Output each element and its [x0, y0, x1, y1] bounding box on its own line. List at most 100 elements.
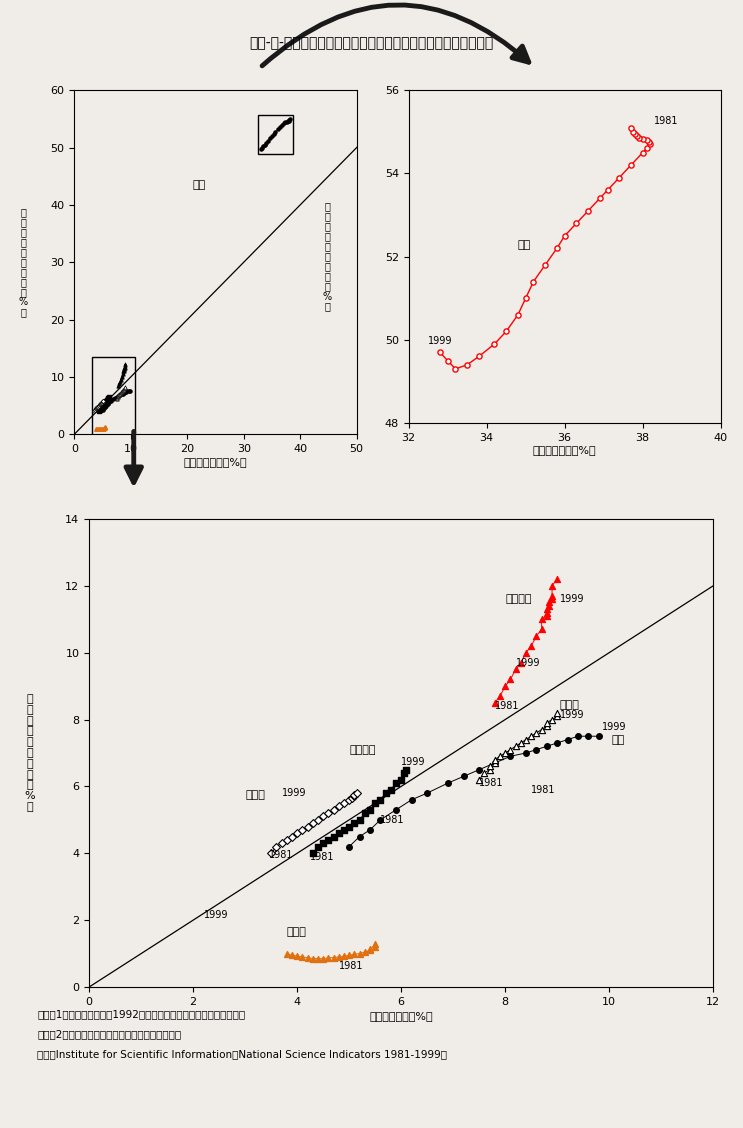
- Point: [333, 797, 345, 816]
- Point: [94, 421, 106, 439]
- Point: [354, 811, 366, 829]
- Point: [117, 365, 129, 384]
- Point: [504, 747, 516, 765]
- Point: [119, 379, 131, 397]
- Point: [546, 576, 558, 594]
- Point: [312, 837, 324, 856]
- Point: [90, 420, 102, 438]
- Point: [100, 394, 112, 412]
- Point: [118, 360, 130, 378]
- Point: [520, 744, 532, 763]
- Point: [307, 844, 319, 862]
- Point: [536, 721, 548, 739]
- Text: 1999: 1999: [560, 710, 584, 720]
- Point: [279, 113, 291, 131]
- Point: [115, 370, 127, 388]
- Point: [97, 420, 108, 438]
- Point: [98, 420, 110, 438]
- Point: [512, 306, 524, 324]
- Point: [351, 784, 363, 802]
- Point: [119, 359, 131, 377]
- Point: [473, 347, 484, 365]
- Point: [500, 323, 512, 341]
- Point: [494, 687, 506, 705]
- Point: [115, 384, 127, 402]
- Point: [102, 395, 114, 413]
- Text: 日本: 日本: [612, 735, 625, 744]
- Point: [98, 397, 110, 415]
- Point: [118, 362, 130, 380]
- Point: [515, 653, 527, 671]
- Point: [531, 741, 542, 759]
- Text: 1981: 1981: [269, 851, 293, 861]
- Point: [473, 760, 485, 778]
- Point: [286, 828, 298, 846]
- Point: [302, 818, 314, 836]
- Text: 1981: 1981: [531, 785, 556, 795]
- Point: [640, 131, 652, 149]
- Point: [114, 386, 126, 404]
- Point: [499, 677, 511, 695]
- Point: [91, 420, 103, 438]
- Text: 被
引
用
回
数
シ
ェ
ア
（
%
）: 被 引 用 回 数 シ ェ ア （ % ）: [19, 208, 28, 317]
- Point: [627, 123, 639, 141]
- Point: [94, 400, 106, 418]
- Point: [117, 364, 129, 382]
- Point: [117, 381, 129, 399]
- Point: [262, 132, 274, 150]
- Point: [109, 389, 121, 407]
- Point: [338, 948, 350, 966]
- Point: [95, 420, 107, 438]
- Point: [276, 116, 288, 134]
- Point: [359, 804, 371, 822]
- Point: [307, 814, 319, 832]
- Point: [267, 125, 279, 143]
- Point: [348, 786, 360, 804]
- Text: イギリス: イギリス: [505, 594, 532, 605]
- Point: [114, 385, 126, 403]
- Point: [276, 835, 288, 853]
- Text: 1981: 1981: [479, 778, 504, 788]
- Point: [117, 385, 129, 403]
- Point: [89, 400, 101, 418]
- Point: [91, 399, 103, 417]
- Point: [281, 944, 293, 962]
- Point: [118, 360, 130, 378]
- Text: 1999: 1999: [560, 594, 584, 605]
- Point: [284, 111, 296, 129]
- Point: [539, 256, 551, 274]
- Text: 被
引
用
回
数
シ
ェ
ア
（
%
）: 被 引 用 回 数 シ ェ ア （ % ）: [25, 694, 35, 812]
- Text: 1981: 1981: [655, 115, 679, 125]
- Point: [264, 130, 276, 148]
- X-axis label: 論文数シェア（%）: 論文数シェア（%）: [184, 457, 247, 467]
- Point: [113, 386, 125, 404]
- Point: [637, 131, 649, 149]
- Point: [100, 397, 112, 415]
- Point: [302, 949, 314, 967]
- Point: [322, 804, 334, 822]
- Point: [571, 214, 583, 232]
- Point: [270, 837, 282, 856]
- Point: [307, 950, 319, 968]
- Point: [97, 397, 109, 415]
- Point: [99, 418, 111, 437]
- Point: [583, 202, 594, 220]
- Point: [270, 123, 282, 141]
- Point: [117, 382, 129, 400]
- Point: [103, 389, 114, 407]
- Point: [317, 950, 329, 968]
- Text: 1999: 1999: [204, 910, 228, 920]
- Point: [114, 373, 126, 391]
- Point: [633, 129, 645, 147]
- Point: [118, 361, 130, 379]
- Point: [643, 133, 655, 151]
- Point: [96, 394, 108, 412]
- Point: [93, 421, 105, 439]
- Point: [116, 385, 128, 403]
- Point: [118, 380, 130, 398]
- Point: [441, 352, 453, 370]
- Point: [520, 731, 532, 749]
- Point: [546, 590, 558, 608]
- Point: [112, 377, 124, 395]
- Point: [541, 717, 553, 735]
